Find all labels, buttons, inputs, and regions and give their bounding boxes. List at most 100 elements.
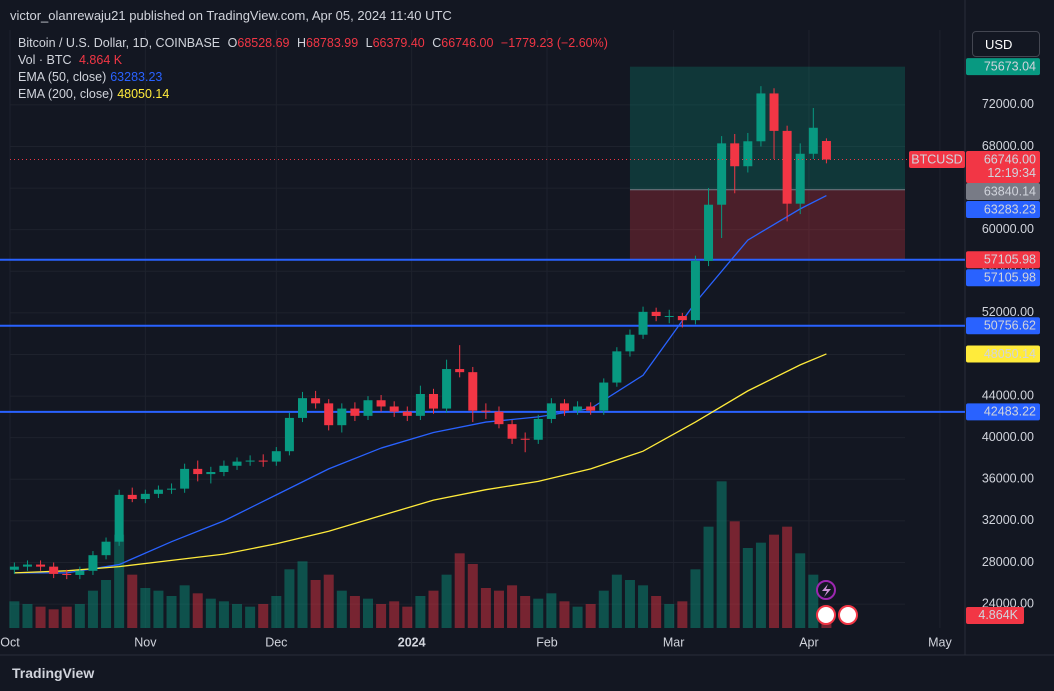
candle-body bbox=[153, 489, 163, 494]
candle-body bbox=[690, 260, 700, 321]
price-tag-label: 57105.98 bbox=[984, 253, 1036, 267]
candle-body bbox=[101, 541, 111, 556]
symbol-tag bbox=[909, 151, 965, 169]
candle-body bbox=[664, 316, 674, 317]
candle-body bbox=[481, 410, 491, 412]
footer-logo: TradingView bbox=[12, 665, 95, 681]
y-tick-label: 44000.00 bbox=[982, 388, 1034, 402]
position-stop bbox=[629, 189, 905, 260]
candle-body bbox=[795, 153, 805, 204]
volume-bar bbox=[638, 585, 649, 628]
ema50: 63283.23 bbox=[110, 70, 163, 84]
price-tag bbox=[966, 317, 1040, 335]
volume-bar bbox=[323, 574, 334, 628]
candle-body bbox=[324, 403, 334, 426]
candle-body bbox=[219, 465, 229, 472]
volume-bar bbox=[507, 585, 518, 628]
candle-body bbox=[75, 570, 85, 575]
volume-bar bbox=[611, 574, 622, 628]
candle-body bbox=[638, 311, 648, 335]
candle-body bbox=[298, 398, 308, 418]
volume-bar bbox=[585, 604, 596, 628]
candle-body bbox=[415, 394, 425, 416]
candle-body bbox=[573, 406, 583, 411]
volume-bar bbox=[376, 604, 387, 628]
volume-bar bbox=[48, 609, 59, 628]
price-tag bbox=[966, 201, 1040, 219]
volume-bar bbox=[35, 606, 46, 628]
volume-bar bbox=[572, 606, 583, 628]
volume-bar bbox=[179, 585, 190, 628]
candle-body bbox=[677, 316, 687, 321]
candle-body bbox=[167, 488, 177, 490]
volume-bar bbox=[782, 526, 793, 628]
volume-bar bbox=[61, 606, 72, 628]
volume-bar bbox=[624, 580, 635, 628]
price-tag bbox=[966, 58, 1040, 76]
volume-bar bbox=[690, 569, 701, 628]
ema200: 48050.14 bbox=[117, 87, 170, 101]
volume-bar bbox=[284, 569, 295, 628]
legend-ema50: EMA (50, close) 63283.23 bbox=[18, 70, 166, 84]
low: 66379.40 bbox=[372, 36, 425, 50]
countdown: 12:19:34 bbox=[987, 166, 1036, 180]
candle-body bbox=[442, 369, 452, 409]
volume-bar bbox=[651, 596, 662, 628]
candle-body bbox=[559, 403, 569, 411]
candle-body bbox=[494, 411, 504, 425]
event-icons bbox=[816, 580, 858, 625]
candle-body bbox=[389, 406, 399, 412]
volume-bar bbox=[546, 593, 557, 628]
price-tag-label: 66746.00 bbox=[984, 152, 1036, 166]
candle-body bbox=[193, 468, 203, 475]
volume-bar bbox=[114, 534, 125, 628]
volume-bar bbox=[520, 596, 531, 628]
candle-body bbox=[533, 418, 543, 440]
candle-body bbox=[520, 438, 530, 440]
candle-body bbox=[730, 143, 740, 167]
y-tick-label: 40000.00 bbox=[982, 430, 1034, 444]
volume-tag-label: 4.864K bbox=[978, 608, 1018, 622]
candle-body bbox=[821, 140, 831, 160]
price-tag bbox=[966, 183, 1040, 201]
candle-body bbox=[376, 400, 386, 407]
candle-body bbox=[599, 382, 609, 411]
x-tick-label: Mar bbox=[663, 635, 685, 649]
candle-body bbox=[22, 564, 32, 567]
volume-bar bbox=[402, 606, 413, 628]
x-tick-label: May bbox=[928, 635, 952, 649]
volume-bar bbox=[389, 601, 400, 628]
currency-button[interactable]: USD bbox=[972, 31, 1040, 57]
volume-bar bbox=[742, 548, 753, 628]
candle-body bbox=[88, 555, 98, 571]
volume-bar bbox=[87, 590, 98, 628]
y-tick-label: 24000.00 bbox=[982, 596, 1034, 610]
price-tag-label: 75673.04 bbox=[984, 59, 1036, 73]
y-tick-label: 68000.00 bbox=[982, 139, 1034, 153]
volume-bar bbox=[74, 604, 85, 628]
volume-bar bbox=[703, 526, 714, 628]
legend-volume: Vol · BTC 4.864 K bbox=[18, 53, 126, 67]
candle-body bbox=[114, 494, 124, 542]
candle-body bbox=[36, 564, 46, 567]
candle-body bbox=[49, 566, 59, 574]
candle-body bbox=[808, 127, 818, 154]
volume-bar bbox=[769, 534, 780, 628]
symbol: Bitcoin / U.S. Dollar, 1D, COINBASE bbox=[18, 36, 221, 50]
volume-bar bbox=[140, 588, 151, 628]
candle-body bbox=[428, 394, 438, 409]
candle-body bbox=[127, 494, 137, 500]
candle-body bbox=[245, 460, 255, 462]
y-tick-label: 28000.00 bbox=[982, 555, 1034, 569]
volume-bar bbox=[349, 596, 360, 628]
volume-bar bbox=[166, 596, 177, 628]
ema50-name: EMA (50, close) bbox=[18, 70, 107, 84]
volume-bar bbox=[127, 574, 138, 628]
high: 68783.99 bbox=[306, 36, 359, 50]
candle-body bbox=[704, 204, 714, 261]
volume-bar bbox=[755, 542, 766, 628]
x-tick-label: Apr bbox=[799, 635, 818, 649]
candle-body bbox=[62, 573, 72, 575]
